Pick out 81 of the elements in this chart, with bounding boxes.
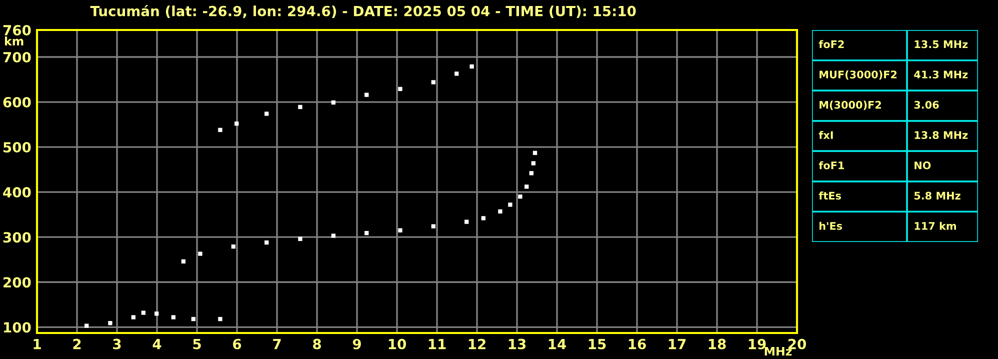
point	[431, 80, 436, 84]
point	[464, 220, 469, 224]
point	[141, 310, 146, 315]
x-tick-label: 1	[34, 338, 41, 350]
category-label: ftEs	[818, 192, 841, 200]
x-tick-label: 5	[193, 338, 201, 350]
x-tick-label: 17	[668, 338, 686, 350]
x-tick-label: 10	[388, 338, 406, 350]
y-tick-label: 760	[3, 24, 31, 36]
point	[481, 216, 486, 220]
text: 3.06	[914, 100, 939, 109]
point	[231, 244, 236, 249]
point	[264, 112, 269, 116]
x-tick-label: 3	[113, 338, 121, 350]
category-label: MUF(3000)F2	[820, 70, 897, 80]
x-tick-label: 15	[588, 338, 606, 350]
text: 13.8 MHz	[914, 131, 968, 140]
text: 13.5 MHz	[914, 40, 968, 48]
point	[524, 184, 529, 189]
category-label: foF2	[818, 40, 844, 48]
text: NO	[914, 161, 931, 170]
x-tick-label: 16	[628, 338, 646, 350]
x-axis-title: MHz	[764, 346, 792, 356]
x-tick-label: 20	[788, 338, 806, 350]
point	[298, 236, 302, 241]
point	[532, 150, 538, 155]
text: 117 km	[914, 222, 956, 230]
x-tick-label: 13	[508, 338, 526, 350]
point	[498, 209, 502, 214]
point	[529, 171, 534, 176]
y-tick-label: 200	[4, 277, 31, 288]
x-tick-label: 19	[748, 338, 766, 350]
point	[171, 315, 176, 320]
x-tick-label: 12	[468, 338, 486, 350]
point	[264, 240, 269, 245]
point	[531, 161, 536, 166]
category-label: M(3000)F2	[820, 100, 881, 110]
point	[234, 122, 239, 126]
point	[191, 316, 196, 322]
text: 5.8 MHz	[914, 192, 960, 200]
x-tick-label: 8	[313, 338, 321, 350]
x-tick-label: 14	[548, 338, 566, 350]
y-tick-label: 400	[3, 187, 31, 198]
point	[218, 316, 222, 322]
point	[181, 259, 186, 264]
text: 41.3 MHz	[914, 70, 968, 78]
x-tick-label: 4	[152, 338, 162, 350]
y-axis-title: km	[4, 36, 24, 46]
point	[364, 230, 369, 236]
point	[108, 321, 112, 326]
point	[398, 228, 402, 232]
point	[331, 234, 336, 238]
x-tick-label: 18	[708, 338, 726, 350]
y-tick-label: 700	[3, 52, 31, 62]
y-tick-label: 600	[3, 97, 31, 108]
point	[298, 104, 302, 110]
x-tick-label: 2	[73, 338, 81, 350]
point	[431, 224, 436, 228]
x-tick-label: 6	[233, 338, 242, 350]
point	[364, 92, 369, 97]
point	[398, 86, 402, 92]
point	[218, 128, 222, 132]
x-tick-label: 11	[428, 338, 446, 350]
point	[131, 315, 136, 320]
y-tick-label: 500	[4, 142, 31, 153]
point	[331, 100, 336, 105]
point	[508, 202, 512, 207]
category-label: fxI	[818, 130, 833, 139]
point	[154, 312, 159, 316]
category-label: foF1	[818, 161, 844, 170]
x-tick-label: 7	[273, 338, 281, 350]
chart-title: Tucumán (lat: -26.9, lon: 294.6) - DATE: 2025 05 04 - TIME (UT): 15:10	[90, 5, 636, 18]
point	[84, 324, 89, 328]
point	[470, 64, 474, 69]
x-tick-label: 9	[352, 338, 361, 350]
y-tick-label: 100	[4, 322, 31, 333]
y-tick-label: 300	[3, 232, 31, 243]
point	[198, 252, 202, 256]
point	[518, 194, 522, 199]
category-label: h'Es	[820, 222, 842, 230]
point	[454, 72, 459, 76]
